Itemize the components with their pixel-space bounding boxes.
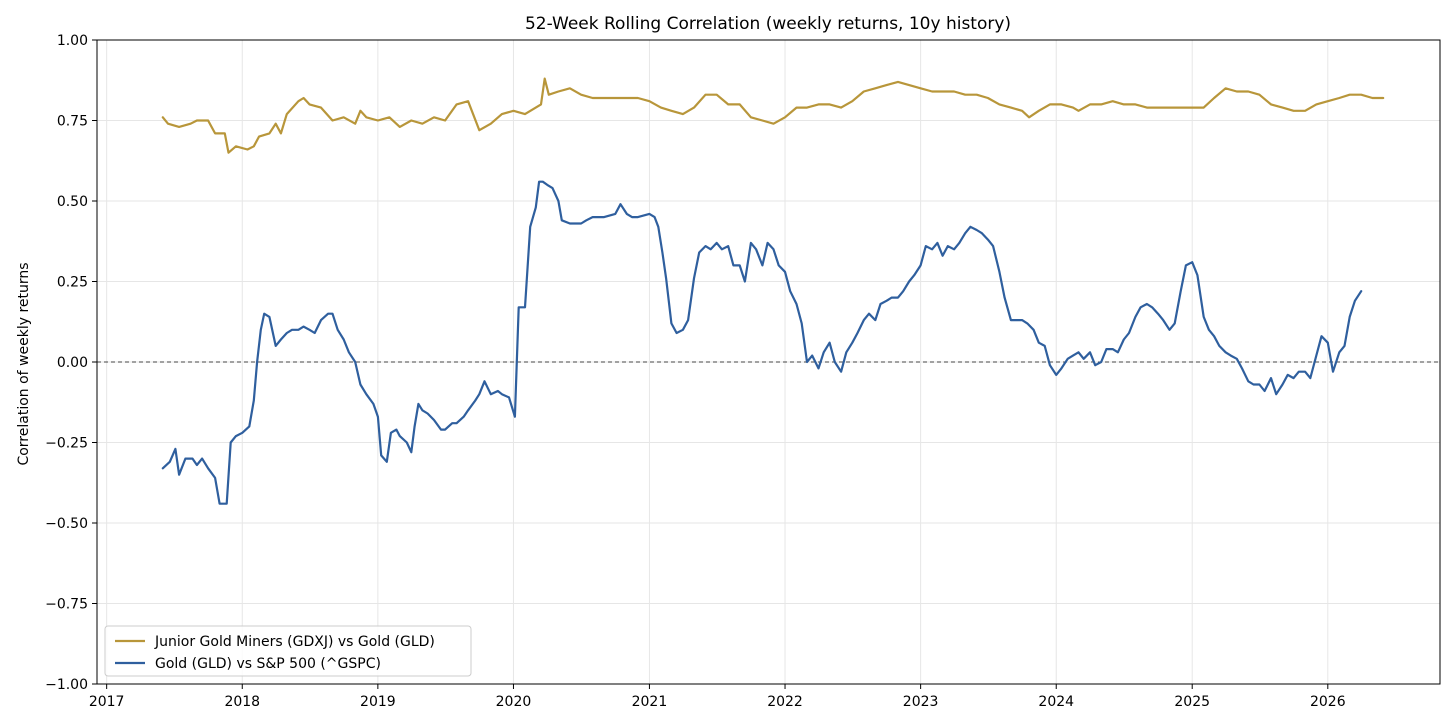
series-line-1 <box>161 180 1363 505</box>
x-tick-label: 2025 <box>1174 694 1210 710</box>
y-tick-label: −0.25 <box>45 436 88 452</box>
legend-box <box>104 625 472 677</box>
y-tick-label: −0.50 <box>45 516 88 532</box>
series-line-0 <box>161 77 1385 154</box>
x-tick-label: 2021 <box>632 694 668 710</box>
x-tick-label: 2022 <box>767 694 803 710</box>
legend: Junior Gold Miners (GDXJ) vs Gold (GLD) G… <box>104 625 472 677</box>
y-tick-label: 0.50 <box>57 194 88 210</box>
chart-title: 52-Week Rolling Correlation (weekly retu… <box>525 14 1011 34</box>
y-tick-label: −0.75 <box>45 597 88 613</box>
x-tick-label: 2023 <box>903 694 939 710</box>
y-tick-label: 0.00 <box>57 355 88 371</box>
legend-label-0: Junior Gold Miners (GDXJ) vs Gold (GLD) <box>154 634 435 650</box>
y-tick-label: 0.75 <box>57 114 88 130</box>
axes-layer: 2017 2018 2019 2020 2021 2022 2023 2024 2025 2026… <box>45 33 1441 710</box>
legend-label-1: Gold (GLD) vs S&P 500 (^GSPC) <box>155 656 381 672</box>
series-layer <box>161 77 1385 505</box>
x-tick-label: 2024 <box>1038 694 1074 710</box>
y-tick-label: 1.00 <box>57 33 88 49</box>
x-tick-label: 2018 <box>224 694 260 710</box>
x-tick-label: 2019 <box>360 694 396 710</box>
x-tick-label: 2020 <box>496 694 532 710</box>
y-tick-label: −1.00 <box>45 677 88 693</box>
y-axis-label: Correlation of weekly returns <box>16 262 32 465</box>
y-tick-label: 0.25 <box>57 275 88 291</box>
x-tick-label: 2017 <box>89 694 125 710</box>
x-tick-label: 2026 <box>1310 694 1346 710</box>
